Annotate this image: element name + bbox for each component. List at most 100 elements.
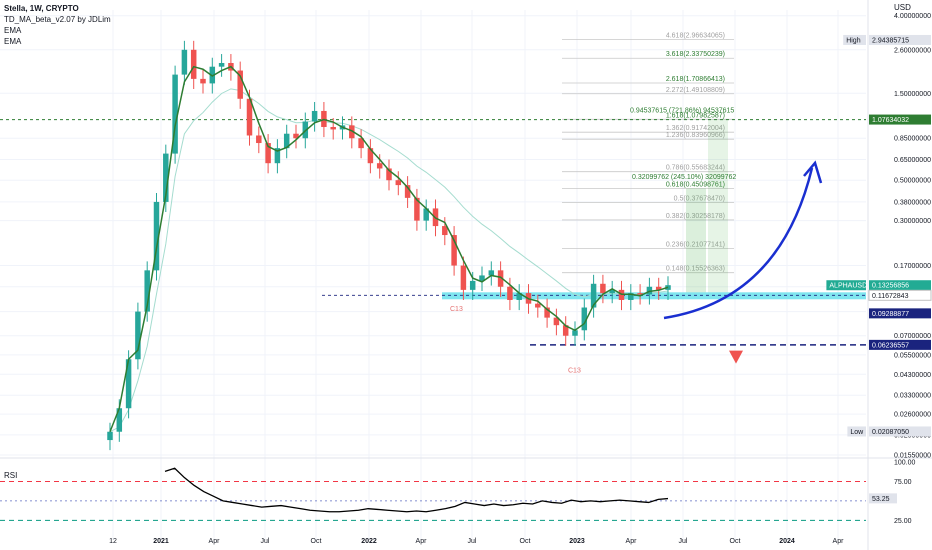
- price-marker-bg: [869, 34, 931, 45]
- price-marker-bg: [869, 339, 931, 350]
- candle-up: [107, 431, 113, 441]
- projection-label-2: 0.32099762 (245.10%) 32099762: [632, 174, 736, 181]
- time-axis[interactable]: 12 2021 Apr Jul Oct 2022 Apr Jul Oct 2023 Apr Jul Oc…: [109, 538, 844, 545]
- price-marker: 0.13256856: [872, 283, 909, 290]
- price-marker: 1.07634032: [872, 117, 909, 124]
- candle-up: [646, 286, 653, 295]
- ema-path: [109, 88, 669, 433]
- candle-up: [144, 270, 150, 312]
- x-tick-label: 2023: [569, 538, 585, 545]
- fib-label: 0.786(0.55683244): [666, 165, 725, 172]
- annotations: C13 C13: [450, 160, 823, 374]
- up-arrow-curve: [663, 167, 814, 320]
- fib-label: 0.236(0.21077141): [666, 242, 725, 249]
- fib-extension-levels: 4.618(2.96634065) 3.618(2.33750239) 2.618(…: [562, 32, 736, 294]
- candle-down: [237, 70, 243, 99]
- candle-up: [218, 63, 225, 67]
- candle-down: [376, 163, 383, 169]
- marker-name-bg: [843, 34, 866, 45]
- arrow-head-icon: [803, 160, 823, 184]
- candle-down: [562, 325, 569, 336]
- candle-up: [423, 208, 429, 221]
- candle-down: [190, 49, 197, 79]
- price-marker: 2.94385715: [872, 37, 909, 44]
- candle-up: [311, 110, 318, 122]
- rsi-value-bg: [869, 493, 897, 504]
- price-marker-bg: [869, 114, 931, 125]
- chart-title: Stella, 1W, CRYPTO: [4, 4, 79, 13]
- candle-down: [535, 303, 541, 308]
- indicator-ema-2[interactable]: EMA: [4, 37, 22, 46]
- c13-label: C13: [568, 367, 581, 374]
- candle-down: [386, 168, 392, 181]
- c13-label: C13: [450, 306, 463, 313]
- indicator-ema-1[interactable]: EMA: [4, 26, 22, 35]
- x-tick-label: Jul: [679, 538, 688, 545]
- rsi-level-label: 25.00: [894, 518, 912, 525]
- price-marker: 0.09288877: [872, 311, 909, 318]
- candle-down: [358, 138, 364, 149]
- projection-label-1: 0.94537615 (721.86%) 94537615: [630, 108, 734, 115]
- fib-label: 2.618(1.70866413): [666, 76, 725, 83]
- y-tick-label: 4.00000000: [894, 13, 931, 20]
- candle-series: [107, 40, 671, 451]
- x-tick-label: 2024: [779, 538, 795, 545]
- candle-down: [544, 307, 550, 318]
- candle-down: [637, 293, 643, 295]
- indicator-td-ma[interactable]: TD_MA_beta_v2.07 by JDLim: [4, 15, 111, 24]
- candle-up: [283, 133, 290, 149]
- rsi-value: 53.25: [872, 496, 890, 503]
- candle-down: [395, 180, 402, 186]
- currency-label: USD: [894, 3, 911, 12]
- y-tick-label: 0.65000000: [894, 157, 931, 164]
- candle-down: [497, 270, 504, 287]
- candle-up: [274, 148, 281, 164]
- x-tick-label: Apr: [833, 538, 845, 545]
- y-tick-label: 0.07000000: [894, 333, 931, 340]
- support-zone: [442, 292, 866, 300]
- fib-label: 1.618(1.07982587): [666, 112, 725, 119]
- fib-label: 2.272(1.49108809): [666, 87, 725, 94]
- y-tick-label: 0.30000000: [894, 218, 931, 225]
- down-triangle-icon: [729, 350, 743, 364]
- x-tick-label: 2022: [361, 538, 377, 545]
- candle-up: [163, 153, 169, 202]
- projection-box: [708, 119, 728, 294]
- candle-up: [572, 330, 578, 336]
- price-marker: 0.06236557: [872, 342, 909, 349]
- candle-up: [516, 293, 522, 300]
- marker-name-bg: [847, 426, 866, 437]
- y-tick-label: 1.50000000: [894, 91, 931, 98]
- candle-up: [135, 311, 141, 360]
- candle-up: [172, 74, 178, 154]
- candle-up: [153, 201, 160, 271]
- x-tick-label: Apr: [626, 538, 638, 545]
- rsi-level-label: 100.00: [894, 460, 916, 467]
- candle-down: [265, 143, 271, 164]
- candle-down: [414, 197, 420, 221]
- y-tick-label: 0.17000000: [894, 263, 931, 270]
- rsi-pane[interactable]: 100.00 75.00 25.00 53.25: [0, 457, 932, 525]
- candle-up: [488, 270, 495, 276]
- fib-label: 1.362(0.91742004): [666, 125, 725, 132]
- marker-name: ALPHAUSD: [829, 283, 867, 290]
- rsi-label[interactable]: RSI: [4, 471, 18, 480]
- y-tick-label: 0.03300000: [894, 393, 931, 400]
- ema-line: [109, 88, 669, 433]
- candle-up: [590, 283, 597, 308]
- candle-down: [200, 78, 206, 84]
- candle-down: [404, 185, 411, 198]
- y-tick-label: 0.02600000: [894, 412, 931, 419]
- price-marker-bg: [869, 280, 931, 291]
- y-tick-label: 2.60000000: [894, 47, 931, 54]
- candle-up: [479, 275, 485, 281]
- fib-label: 0.382(0.30258178): [666, 213, 725, 220]
- fib-label: 0.618(0.45098761): [666, 181, 725, 188]
- price-axis[interactable]: 4.00000000 2.60000000 1.50000000 0.85000000…: [826, 0, 932, 550]
- candle-up: [181, 49, 188, 75]
- price-marker-bg: [868, 289, 932, 301]
- candle-up: [581, 307, 588, 331]
- y-tick-label: 0.85000000: [894, 136, 931, 143]
- x-tick-label: Oct: [311, 538, 322, 545]
